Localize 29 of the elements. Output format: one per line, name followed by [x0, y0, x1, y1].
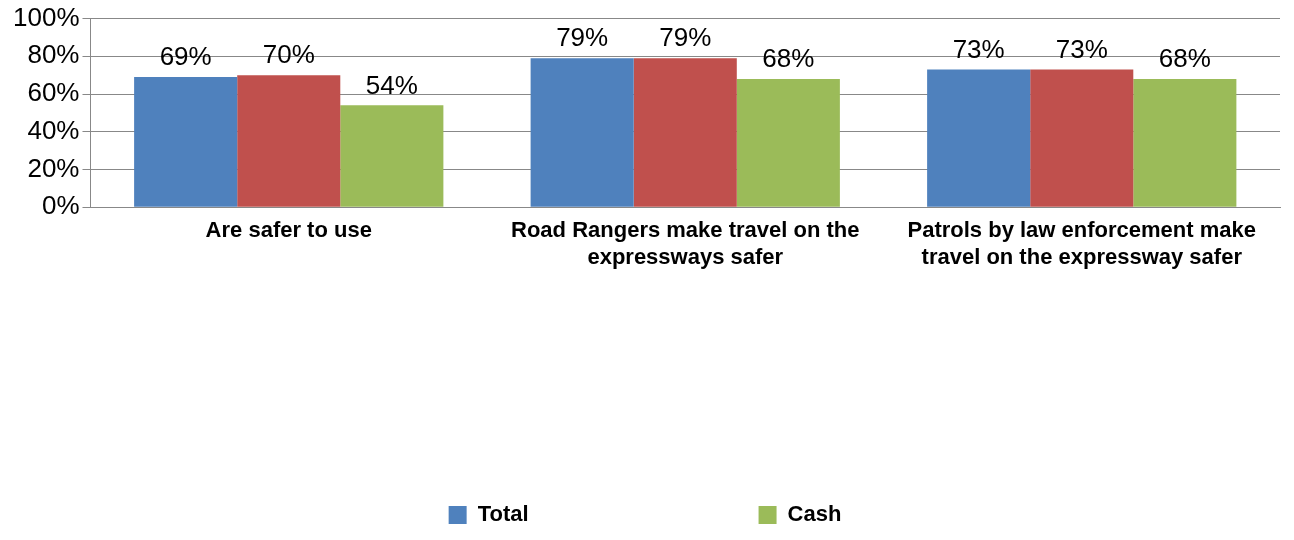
bar	[1133, 78, 1237, 207]
bar	[340, 105, 444, 207]
data-label: 68%	[1158, 43, 1211, 74]
data-label: 79%	[556, 22, 609, 53]
data-label: 73%	[1055, 33, 1108, 64]
bar	[927, 69, 1031, 207]
x-tick-label: Are safer to use	[205, 217, 372, 243]
y-tick-label: 60%	[27, 77, 80, 108]
x-tick-label: Patrols by law enforcement make travel on the expressway safer	[907, 217, 1256, 269]
bar	[1030, 69, 1134, 207]
y-tick-label: 20%	[27, 152, 80, 183]
bar	[237, 75, 341, 207]
bar	[530, 58, 634, 207]
x-tick-label: Road Rangers make travel on the expressways safer	[511, 217, 860, 269]
data-label: 73%	[952, 33, 1005, 64]
data-label: 70%	[262, 39, 315, 70]
legend-label: Cash	[787, 501, 842, 527]
y-tick-label: 100%	[13, 1, 80, 32]
data-label: 79%	[659, 22, 712, 53]
y-tick-label: 0%	[41, 190, 80, 221]
bar	[134, 77, 238, 207]
data-label: 54%	[365, 69, 418, 100]
bar	[736, 78, 840, 207]
y-tick-label: 80%	[27, 39, 80, 70]
data-label: 68%	[762, 43, 815, 74]
bar	[633, 58, 737, 207]
y-tick-label: 40%	[27, 114, 80, 145]
data-label: 69%	[159, 41, 212, 72]
legend-label: Total	[477, 501, 529, 527]
